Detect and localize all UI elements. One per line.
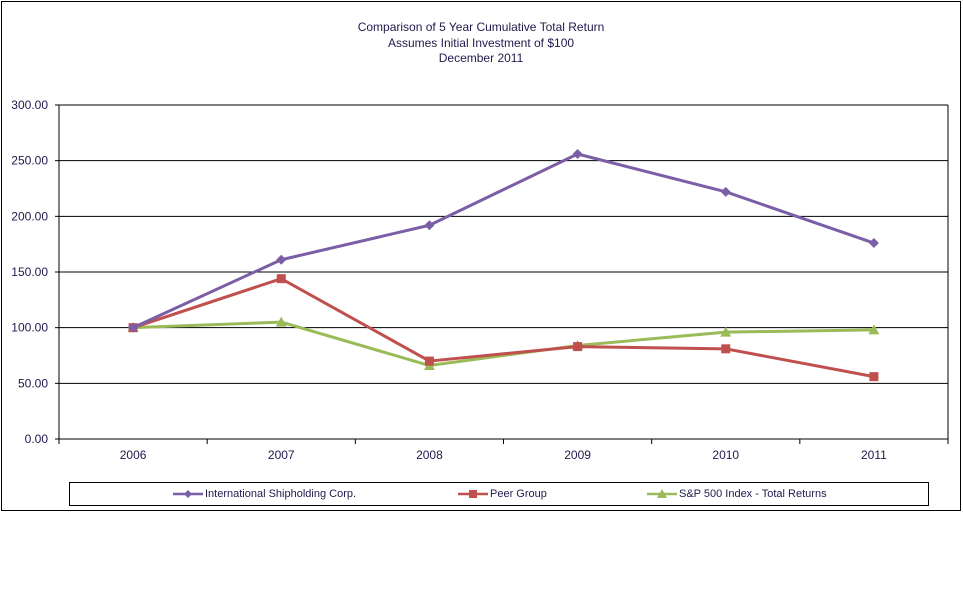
- legend: International Shipholding Corp. Peer Gro…: [69, 482, 929, 506]
- data-point-diamond: [572, 148, 583, 159]
- x-tick-label: 2006: [120, 448, 147, 462]
- y-tick-label: 0.00: [25, 432, 49, 446]
- legend-label: S&P 500 Index - Total Returns: [679, 488, 827, 500]
- x-tick-label: 2007: [268, 448, 295, 462]
- chart-subtitle: Assumes Initial Investment of $100: [387, 36, 575, 50]
- legend-item-peer-group: Peer Group: [458, 483, 547, 505]
- chart-date: December 2011: [438, 51, 524, 65]
- x-tick-label: 2011: [861, 448, 887, 462]
- data-point-square: [869, 372, 879, 382]
- legend-marker-square-icon: [458, 490, 488, 498]
- y-tick-label: 150.00: [11, 265, 48, 279]
- y-tick-label: 100.00: [11, 321, 48, 335]
- data-point-diamond: [868, 238, 879, 249]
- series-line: [133, 320, 874, 368]
- data-point-diamond: [128, 322, 139, 333]
- data-point-triangle: [868, 324, 880, 335]
- data-point-diamond: [424, 220, 435, 231]
- legend-item-sp500: S&P 500 Index - Total Returns: [647, 483, 827, 505]
- chart-title: Comparison of 5 Year Cumulative Total Re…: [357, 20, 605, 34]
- series-line: [132, 152, 875, 330]
- legend-marker-diamond-icon: [173, 490, 203, 498]
- legend-label: Peer Group: [490, 488, 547, 500]
- x-tick-label: 2008: [416, 448, 443, 462]
- x-tick-label: 2010: [712, 448, 739, 462]
- y-tick-label: 250.00: [11, 154, 48, 168]
- y-tick-label: 300.00: [11, 98, 48, 112]
- data-point-triangle: [720, 326, 732, 337]
- x-tick-label: 2009: [564, 448, 591, 462]
- chart-frame: Comparison of 5 Year Cumulative Total Re…: [1, 1, 961, 511]
- data-point-triangle: [275, 316, 287, 327]
- legend-label: International Shipholding Corp.: [205, 488, 357, 500]
- legend-item-ishc: International Shipholding Corp.: [173, 483, 356, 505]
- data-point-diamond: [276, 254, 287, 265]
- y-tick-label: 50.00: [18, 376, 48, 390]
- y-tick-label: 200.00: [11, 209, 48, 223]
- data-point-square: [721, 344, 731, 354]
- data-point-square: [424, 356, 434, 366]
- line-chart: 0.00 50.00 100.00 150.00 200.00 250.00 300.00 2…: [11, 98, 949, 462]
- legend-marker-triangle-icon: [647, 489, 677, 498]
- data-point-square: [276, 274, 286, 284]
- data-point-diamond: [720, 186, 731, 197]
- data-point-square: [573, 342, 583, 352]
- series-line: [132, 277, 875, 379]
